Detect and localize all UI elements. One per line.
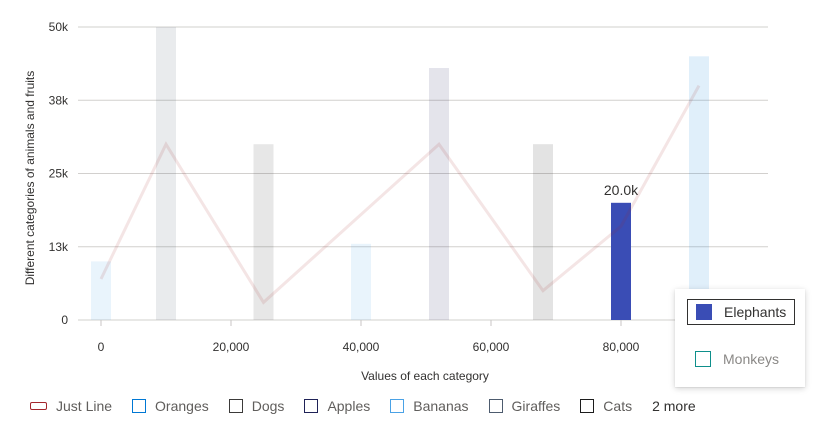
bar-bananas[interactable] — [351, 243, 371, 320]
legend-swatch — [580, 399, 595, 413]
legend-swatch — [30, 402, 47, 410]
x-tick-label: 40,000 — [343, 340, 380, 354]
bar-giraffes[interactable] — [156, 27, 176, 320]
chart-axes: 0 13k 25k 38k 50k 0 20,000 40,000 60,000 80,000 — [49, 20, 640, 354]
x-axis-title: Values of each category — [361, 369, 489, 383]
y-axis-title: Different categories of animals and frui… — [23, 71, 37, 286]
y-tick-label: 50k — [49, 20, 69, 34]
chart-line-series — [99, 84, 701, 305]
legend-swatch — [488, 399, 503, 413]
legend-label: Cats — [603, 398, 633, 414]
chart-canvas: 20.0k 0 13k 25k 38k 50k 0 20,000 40,000 60,000 80… — [23, 20, 768, 383]
legend-item-just-line[interactable]: Just Line — [30, 398, 112, 414]
legend-swatch — [132, 399, 147, 413]
legend-swatch — [695, 351, 711, 367]
legend-item-oranges[interactable]: Oranges — [132, 398, 209, 414]
legend-swatch — [696, 304, 712, 320]
y-tick-label: 25k — [49, 167, 69, 181]
bar-data-label: 20.0k — [604, 182, 639, 198]
legend-label: Dogs — [251, 398, 285, 414]
y-tick-label: 0 — [61, 313, 68, 327]
legend-label: Monkeys — [723, 351, 780, 367]
legend-item-apples[interactable]: Apples — [304, 398, 370, 414]
line-just-line[interactable] — [99, 84, 701, 305]
y-tick-label: 38k — [49, 93, 69, 107]
legend-label: Bananas — [413, 398, 469, 414]
legend-item-dogs[interactable]: Dogs — [228, 398, 285, 414]
x-tick-label: 60,000 — [473, 340, 510, 354]
bar-apples[interactable] — [429, 68, 449, 321]
chart-legend: Just Line Oranges Dogs Apples Bananas Giraffe… — [30, 398, 696, 414]
chart-gridlines — [78, 26, 768, 321]
legend-label: Giraffes — [511, 398, 561, 414]
legend-item-giraffes[interactable]: Giraffes — [488, 398, 561, 414]
legend-swatch — [304, 399, 319, 413]
bar-cats[interactable] — [533, 144, 553, 320]
legend-item-elephants[interactable]: Elephants — [687, 299, 795, 325]
legend-overflow-callout: Elephants Monkeys — [675, 289, 805, 387]
bar-elephants[interactable] — [611, 202, 631, 320]
bar-bananas[interactable] — [91, 261, 111, 320]
legend-swatch — [390, 399, 405, 413]
chart-bars: 20.0k — [91, 27, 709, 321]
legend-item-cats[interactable]: Cats — [580, 398, 632, 414]
x-tick-label: 0 — [98, 340, 105, 354]
y-tick-label: 13k — [49, 240, 69, 254]
bar-dogs[interactable] — [253, 144, 274, 320]
x-tick-label: 20,000 — [213, 340, 250, 354]
legend-item-bananas[interactable]: Bananas — [390, 398, 469, 414]
x-tick-label: 80,000 — [603, 340, 640, 354]
legend-label: Elephants — [724, 304, 787, 320]
legend-label: Just Line — [56, 398, 113, 414]
legend-item-monkeys[interactable]: Monkeys — [687, 346, 795, 372]
legend-swatch — [228, 399, 243, 413]
legend-label: Oranges — [155, 398, 209, 414]
legend-label: Apples — [327, 398, 371, 414]
bar-oranges[interactable] — [689, 56, 709, 321]
legend-more-button[interactable]: 2 more — [652, 398, 696, 414]
